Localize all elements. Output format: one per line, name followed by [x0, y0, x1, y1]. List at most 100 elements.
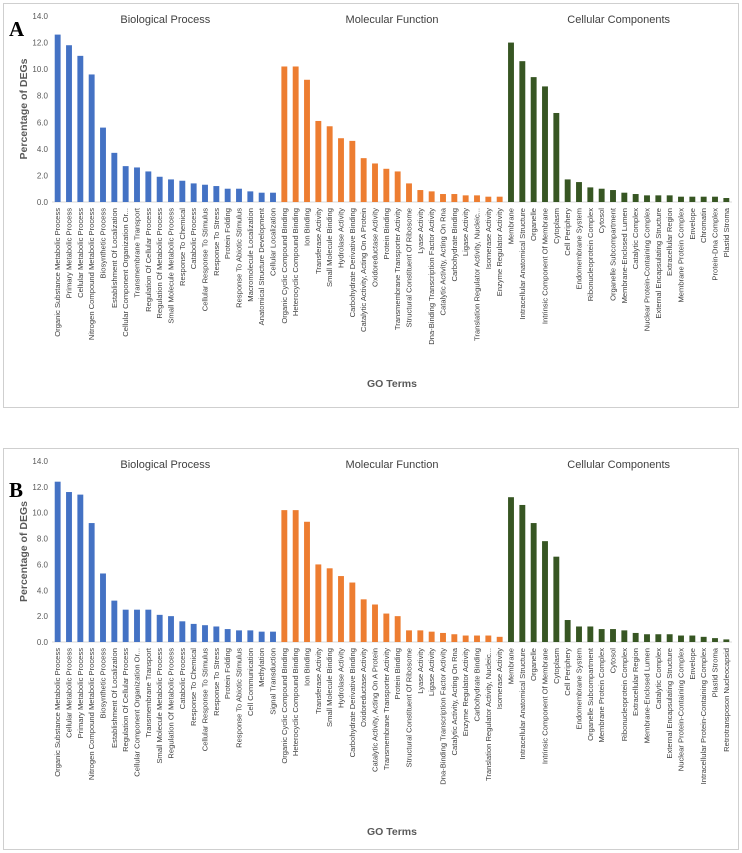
group-title: Molecular Function — [346, 14, 439, 26]
x-tick-label: Catalytic Complex — [631, 208, 640, 269]
panel-label-a: A — [9, 17, 25, 41]
x-tick-label: Dna-Binding Transcription Factor Activit… — [439, 648, 448, 785]
x-tick-label: Cell Communication — [246, 648, 255, 716]
x-tick-label: Translation Regulator Activity, Nucleic.… — [484, 648, 493, 781]
bar — [598, 188, 605, 202]
x-tick-label: Translation Regulator Activity, Nucleic.… — [473, 208, 482, 341]
chart-panel-b: 0.0 2.0 4.0 6.0 8.0 10.0 12.0 14.0 Percentage of… — [3, 448, 739, 850]
x-tick-label: Response To Stress — [212, 648, 221, 716]
x-tick-label: Envelope — [688, 208, 697, 240]
x-tick-label: Protein Folding — [223, 208, 232, 259]
bar — [621, 192, 628, 202]
x-tick-label: Dna-Binding Transcription Factor Activit… — [427, 208, 436, 345]
x-tick-label: Membrane-Enclosed Lumen — [643, 648, 652, 743]
x-tick-label: Establishment Of Localization — [110, 208, 119, 308]
bar — [111, 152, 118, 202]
chart-a-svg: 0.0 2.0 4.0 6.0 8.0 10.0 12.0 14.0 Percentage of… — [18, 12, 732, 390]
x-tick-label: Cellular Response To Stimulus — [201, 208, 210, 311]
x-tick-label: Protein Folding — [223, 648, 232, 699]
x-tick-label: Regulation Of Cellular Process — [121, 648, 130, 752]
bar — [530, 523, 537, 642]
bar — [700, 196, 707, 202]
panel-label-b: B — [9, 478, 24, 502]
bar — [372, 163, 378, 202]
group-title: Biological Process — [120, 459, 210, 471]
x-tick-label: Transferase Activity — [314, 648, 323, 714]
y-tick-label: 10.0 — [32, 65, 48, 74]
chart-panel-a: 0.0 2.0 4.0 6.0 8.0 10.0 12.0 14.0 Percentage of… — [3, 3, 739, 408]
x-tick-label: Intrinsic Component Of Membrane — [541, 208, 550, 324]
x-tick-label: Ribonucleoprotein Complex — [586, 208, 595, 301]
bar — [202, 625, 208, 642]
bar — [372, 604, 378, 642]
y-tick-label: 2.0 — [37, 612, 49, 621]
y-tick-label: 0.0 — [37, 638, 49, 647]
bar — [723, 639, 730, 642]
bar — [655, 634, 662, 642]
bar — [338, 576, 344, 642]
bar — [462, 195, 469, 202]
x-tick-label: Carbohydrate Binding — [450, 208, 459, 281]
bar — [417, 630, 424, 642]
x-axis-label: GO Terms — [367, 826, 417, 838]
bar — [394, 171, 401, 202]
y-tick-label: 8.0 — [37, 535, 49, 544]
x-tick-label: Heterocyclic Compound Binding — [291, 648, 300, 756]
group-title: Cellular Components — [567, 14, 670, 26]
x-tick-label: Transmembrane Transporter Activity — [382, 648, 391, 770]
bar — [134, 609, 140, 642]
x-tick-label: Membrane-Enclosed Lumen — [620, 208, 629, 303]
bar — [440, 194, 446, 202]
bar — [576, 182, 582, 202]
y-tick-label: 6.0 — [37, 118, 49, 127]
x-tick-label: Catalytic Activity, Acting On A Protein — [359, 208, 368, 332]
bar — [428, 631, 435, 642]
x-tick-label: Nuclear Protein-Containing Complex — [643, 208, 652, 331]
x-tick-label: Nitrogen Compound Metabolic Process — [87, 208, 96, 340]
bar — [88, 74, 95, 202]
bar — [383, 613, 390, 642]
y-tick-label: 2.0 — [37, 171, 49, 180]
bar — [632, 632, 639, 642]
bar — [258, 192, 265, 202]
bar — [621, 630, 628, 642]
bar — [349, 140, 356, 202]
bar — [666, 634, 673, 642]
bar — [338, 138, 344, 202]
y-tick-label: 10.0 — [32, 509, 48, 518]
x-tick-label: Lyase Activity — [416, 208, 425, 254]
x-tick-label: Catabolic Process — [178, 648, 187, 709]
bar — [485, 196, 492, 202]
x-tick-label: Isomerase Activity — [495, 648, 504, 709]
bar — [530, 77, 537, 202]
x-tick-label: Catalytic Activity, Acting On A Protein — [371, 648, 380, 772]
x-tick-label: Ligase Activity — [427, 648, 436, 696]
x-tick-label: Response To Stress — [212, 208, 221, 276]
x-tick-label: Enzyme Regulator Activity — [495, 208, 504, 296]
bar — [134, 167, 140, 202]
bar — [610, 190, 616, 202]
bar — [417, 190, 424, 202]
bar — [168, 179, 174, 202]
x-tick-label: Cellular Metabolic Process — [76, 208, 85, 298]
bar — [315, 564, 322, 642]
bar — [440, 632, 446, 642]
x-tick-label: Small Molecule Metabolic Process — [167, 208, 176, 324]
x-tick-label: Membrane Protein Complex — [597, 648, 606, 743]
x-tick-label: Protein Binding — [393, 648, 402, 700]
x-tick-label: Organelle — [529, 208, 538, 241]
y-axis-label: Percentage of DEGs — [18, 501, 30, 602]
x-tick-label: Ion Binding — [303, 208, 312, 246]
bar — [360, 599, 367, 642]
x-tick-label: Intracellular Protein-Containing Complex — [699, 648, 708, 785]
x-tick-label: Cellular Component Organization Or... — [121, 208, 130, 337]
bar — [689, 635, 696, 642]
x-tick-label: Signal Transduction — [269, 648, 278, 715]
bar — [723, 198, 730, 202]
x-tick-label: Protein-Dna Complex — [711, 208, 720, 281]
x-tick-label: Cytoplasm — [552, 208, 561, 244]
bar — [224, 629, 231, 642]
x-tick-label: Catalytic Complex — [654, 648, 663, 709]
x-tick-label: Endomembrane System — [575, 208, 584, 289]
bar — [587, 187, 594, 202]
